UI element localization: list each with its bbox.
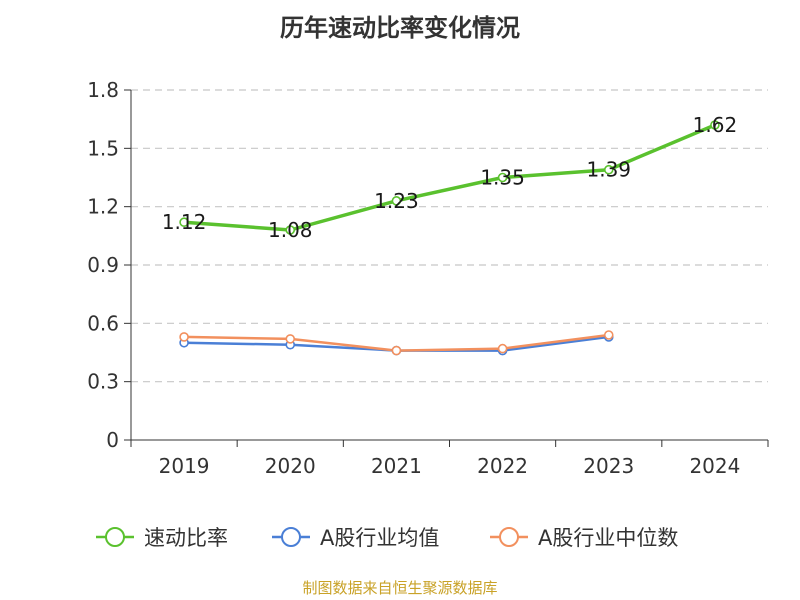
x-tick-label: 2023 (583, 454, 634, 478)
y-tick-label: 0 (106, 428, 119, 452)
series-points (179, 120, 720, 356)
legend-label: A股行业中位数 (538, 526, 678, 550)
data-point-0 (179, 217, 189, 228)
y-tick-label: 0.6 (87, 311, 119, 335)
data-label: 1.39 (586, 158, 631, 182)
legend: 速动比率 A股行业均值 A股行业中位数 (96, 526, 678, 550)
y-tick-label: 1.2 (87, 195, 119, 219)
x-tick-label: 2019 (159, 454, 210, 478)
y-tick-label: 0.3 (87, 370, 119, 394)
y-tick-label: 1.5 (87, 136, 119, 160)
data-point-2 (285, 334, 296, 344)
legend-label: A股行业均值 (320, 526, 439, 550)
data-label: 1.12 (162, 210, 207, 234)
data-point-2 (497, 343, 508, 354)
y-tick-label: 1.8 (87, 78, 119, 102)
legend-label: 速动比率 (144, 526, 228, 550)
data-point-0 (391, 196, 402, 206)
data-label: 1.23 (374, 189, 419, 213)
x-tick-label: 2020 (265, 454, 316, 478)
legend-marker-2 (499, 527, 519, 547)
data-labels: 1.12 1.08 1.23 1.35 1.39 1.62 (162, 113, 737, 242)
axes (124, 89, 769, 447)
data-point-0 (285, 225, 296, 235)
x-tick-label: 2024 (689, 454, 740, 478)
tick-labels: 0 0.3 0.6 0.9 1.2 1.5 1.8 2019 2020 2021 2022 2023 2… (87, 78, 740, 478)
data-point-2 (603, 330, 614, 340)
data-point-0 (710, 120, 720, 130)
data-label: 1.35 (480, 166, 525, 190)
x-tick-label: 2022 (477, 454, 528, 478)
series-lines (183, 123, 716, 352)
x-tick-label: 2021 (371, 454, 422, 478)
y-tick-label: 0.9 (87, 253, 119, 277)
data-point-2 (391, 345, 402, 356)
legend-marker-1 (281, 527, 301, 547)
data-point-0 (603, 164, 614, 175)
data-label: 1.08 (268, 218, 313, 242)
data-point-0 (497, 172, 508, 183)
data-label: 1.62 (693, 113, 738, 137)
legend-marker-0 (105, 527, 125, 547)
data-point-2 (179, 332, 189, 342)
chart-title: 历年速动比率变化情况 (280, 14, 520, 42)
series-line-0 (183, 123, 716, 232)
source-note: 制图数据来自恒生聚源数据库 (302, 579, 497, 597)
